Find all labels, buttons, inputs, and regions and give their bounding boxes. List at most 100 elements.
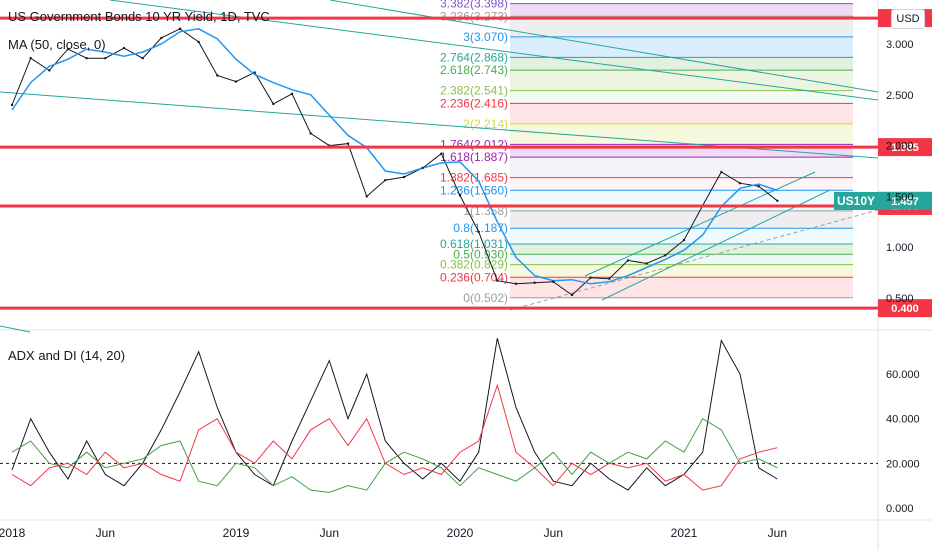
price-point [272, 102, 275, 106]
price-point [608, 277, 611, 280]
price-point [776, 199, 779, 202]
ma-legend[interactable]: MA (50, close, 0) [8, 37, 106, 52]
fib-trend-line [509, 209, 879, 311]
last-price-label: 1.457 [891, 196, 919, 208]
adx-tick-label: 0.000 [886, 503, 914, 515]
price-point [477, 230, 480, 234]
trend-line[interactable] [329, 0, 879, 93]
price-point [122, 46, 126, 50]
price-point [309, 132, 312, 135]
level-price-label: 1.985 [891, 142, 919, 154]
fib-zone [510, 244, 853, 255]
price-point [197, 40, 200, 44]
fib-zone [510, 190, 853, 211]
fibonacci-retracement[interactable]: 3.382(3.398)3.236(3.273) 3(3.070) 2.764(2.… [440, 0, 879, 311]
price-point [570, 293, 574, 297]
ma-line [11, 28, 778, 285]
price-point [738, 181, 742, 185]
fib-level-label: 0.618(1.031) [440, 237, 508, 251]
price-line [11, 28, 778, 296]
price-point [66, 47, 70, 51]
price-point [234, 80, 238, 83]
price-point [104, 57, 107, 60]
fib-level-label: 2.618(2.743) [440, 63, 508, 77]
adx-line [11, 338, 778, 491]
price-point [85, 57, 88, 60]
price-tick-label: 2.000 [886, 141, 914, 153]
adx-tick-label: 60.000 [886, 369, 920, 381]
currency-label: USD [896, 13, 920, 25]
fib-zone [510, 210, 853, 229]
price-point [757, 185, 760, 188]
price-point [365, 195, 368, 198]
fib-zone [510, 277, 853, 298]
price-point [141, 57, 144, 60]
time-tick-label: Jun [544, 526, 563, 540]
time-tick-label: Jun [768, 526, 787, 540]
fib-zone [510, 254, 853, 265]
fib-level-label: 0(0.502) [463, 291, 508, 305]
fib-zone [510, 264, 853, 278]
adx-legend[interactable]: ADX and DI (14, 20) [8, 348, 125, 363]
fib-zone [510, 177, 853, 191]
price-point [10, 103, 14, 107]
fib-zone [510, 123, 853, 145]
fib-level-label: 0.236(0.704) [440, 270, 508, 284]
fib-level-label: 3.382(3.398) [440, 0, 508, 11]
price-point [160, 36, 163, 40]
fib-level-label: 0.382(0.829) [440, 258, 508, 272]
price-point [533, 281, 536, 284]
time-tick-label: 2021 [671, 526, 698, 540]
fib-zone [510, 103, 853, 124]
channel-line[interactable] [601, 189, 831, 301]
fib-level-label: 3(3.070) [463, 30, 508, 44]
last-price-tag [878, 191, 932, 210]
price-point [682, 238, 686, 242]
fib-level-label: 1.382(1.685) [440, 171, 508, 185]
price-pane [10, 27, 779, 297]
ticker-label: US10Y [836, 194, 876, 208]
price-point [645, 262, 648, 265]
time-tick-label: Jun [96, 526, 115, 540]
level-price-tag [878, 138, 932, 157]
adx-tick-label: 40.000 [886, 414, 920, 426]
fib-level-label: 3.236(3.273) [440, 9, 508, 23]
ticker-badge[interactable]: US10Y [834, 192, 878, 210]
symbol-title: US Government Bonds 10 YR Yield, 1D, TVC [8, 9, 270, 24]
price-point [514, 282, 518, 285]
axes: 0.500 1.000 1.500 2.000 2.500 3.000 0.000 20.00… [0, 39, 920, 540]
price-point [589, 276, 592, 279]
price-point [178, 27, 182, 30]
fib-level-label: 2.382(2.541) [440, 84, 508, 98]
fib-level-label: 0.5(0.930) [453, 247, 508, 261]
fib-zone [510, 90, 853, 104]
price-point [496, 279, 499, 282]
plus-di-line [11, 418, 778, 493]
price-point [402, 175, 406, 179]
price-point [626, 259, 630, 262]
price-tick-label: 1.500 [886, 191, 914, 203]
fib-zone [510, 16, 853, 37]
minus-di-line [11, 383, 778, 491]
price-point [458, 194, 462, 197]
price-point [48, 69, 51, 72]
symbol-legend[interactable]: US Government Bonds 10 YR Yield, 1D, TVC [8, 9, 270, 24]
price-point [421, 166, 424, 170]
fib-level-label: 2.764(2.868) [440, 50, 508, 64]
ma-label: MA (50, close, 0) [8, 37, 106, 52]
adx-label: ADX and DI (14, 20) [8, 348, 126, 363]
fib-zone [510, 70, 853, 91]
price-point [346, 142, 350, 145]
price-tick-label: 3.000 [886, 39, 914, 51]
time-tick-label: Jun [320, 526, 339, 540]
currency-button[interactable]: USD [891, 9, 925, 29]
level-price-tag [878, 299, 932, 318]
time-tick-label: 2019 [223, 526, 250, 540]
fib-level-label: 2.236(2.416) [440, 96, 508, 110]
trend-line[interactable] [0, 325, 31, 333]
price-point [253, 71, 256, 74]
price-tick-label: 1.000 [886, 242, 914, 254]
